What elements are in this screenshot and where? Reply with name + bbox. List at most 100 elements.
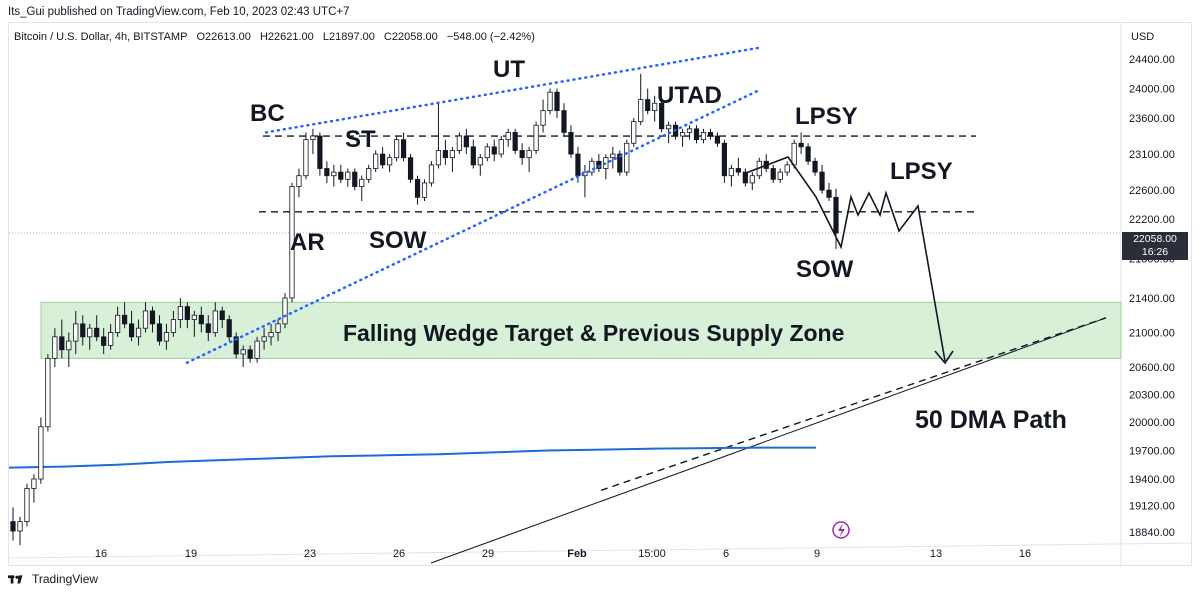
candle-body bbox=[749, 175, 755, 184]
candle-body bbox=[575, 153, 581, 177]
candle-body bbox=[66, 340, 72, 351]
current-price-label: 22058.00 16:26 bbox=[1122, 232, 1188, 260]
label-utad: UTAD bbox=[657, 82, 722, 109]
price-tick-label: 23600.00 bbox=[1129, 113, 1175, 125]
axis-currency: USD bbox=[1131, 31, 1154, 43]
price-tick-label: 19700.00 bbox=[1129, 446, 1175, 458]
candle-body bbox=[275, 323, 281, 333]
time-tick-label: 16 bbox=[1019, 548, 1031, 560]
candle-body bbox=[686, 128, 693, 133]
candle-body bbox=[735, 168, 741, 173]
candle-body bbox=[170, 319, 177, 333]
candle-body bbox=[819, 171, 825, 191]
time-tick-label: 23 bbox=[304, 548, 316, 560]
candle-body bbox=[519, 150, 525, 159]
candle-body bbox=[617, 153, 623, 173]
wedge-lower-line bbox=[185, 89, 760, 364]
ohlc-high: H22621.00 bbox=[259, 31, 314, 43]
candle-body bbox=[770, 168, 776, 180]
candle-body bbox=[115, 314, 121, 333]
candle-body bbox=[631, 121, 637, 144]
candle-body bbox=[352, 171, 358, 187]
candle-body bbox=[366, 168, 372, 180]
candle-body bbox=[345, 171, 351, 180]
lightning-icon bbox=[838, 523, 845, 538]
symbol-name[interactable]: Bitcoin / U.S. Dollar, 4h, BITSTAMP bbox=[14, 31, 188, 43]
moving-average-line bbox=[9, 446, 816, 469]
time-tick-label: 16 bbox=[95, 548, 107, 560]
candle-body bbox=[121, 314, 128, 325]
price-tick-label: 20600.00 bbox=[1129, 362, 1175, 374]
candle-body bbox=[491, 146, 497, 155]
candle-body bbox=[303, 139, 309, 177]
candle-body bbox=[645, 99, 651, 112]
candle-body bbox=[449, 150, 455, 159]
candle-body bbox=[554, 91, 560, 112]
time-tick-label: 26 bbox=[393, 548, 405, 560]
price-tick-label: 21400.00 bbox=[1129, 293, 1175, 305]
time-tick-label: 15:00 bbox=[638, 548, 666, 560]
candle-body bbox=[240, 349, 246, 355]
candle-body bbox=[310, 135, 316, 141]
candle-body bbox=[331, 171, 337, 177]
candle-body bbox=[512, 132, 518, 151]
candle-body bbox=[533, 124, 539, 151]
candle-body bbox=[721, 142, 728, 177]
candle-body bbox=[87, 327, 93, 338]
candle-body bbox=[547, 91, 553, 112]
label-st: ST bbox=[345, 126, 376, 153]
candle-body bbox=[387, 157, 393, 166]
candle-body bbox=[149, 310, 156, 325]
candle-body bbox=[219, 310, 225, 320]
candle-body bbox=[470, 146, 476, 166]
candle-body bbox=[400, 139, 407, 159]
candle-body bbox=[247, 349, 253, 359]
candle-body bbox=[833, 196, 839, 234]
candle-body bbox=[156, 323, 163, 342]
candle-body bbox=[289, 186, 295, 299]
price-tick-label: 20300.00 bbox=[1129, 390, 1175, 402]
price-tick-label: 24400.00 bbox=[1129, 54, 1175, 66]
candle-body bbox=[108, 332, 114, 346]
footer: TradingView bbox=[8, 572, 98, 586]
candle-body bbox=[526, 150, 532, 159]
candle-body bbox=[679, 132, 686, 137]
candle-body bbox=[540, 110, 546, 126]
candle-body bbox=[261, 336, 267, 342]
tradingview-logo-icon bbox=[8, 575, 23, 584]
time-axis-border bbox=[9, 542, 1193, 559]
dma-path-solid bbox=[430, 317, 1107, 564]
candle-body bbox=[52, 336, 58, 359]
candle-body bbox=[589, 160, 595, 173]
time-tick-label: 13 bbox=[930, 548, 942, 560]
candle-body bbox=[498, 139, 504, 155]
candle-body bbox=[205, 323, 211, 333]
candle-body bbox=[59, 336, 65, 351]
candle-body bbox=[791, 142, 797, 166]
projected-path bbox=[745, 156, 946, 362]
candle-body bbox=[652, 102, 658, 112]
label-lpsy-2: LPSY bbox=[890, 158, 953, 185]
candle-body bbox=[38, 426, 44, 480]
candle-body bbox=[784, 164, 790, 173]
candle-body bbox=[226, 319, 232, 338]
candle-body bbox=[463, 135, 469, 148]
time-tick-label: 6 bbox=[723, 548, 729, 560]
footer-brand: TradingView bbox=[32, 572, 99, 586]
candle-body bbox=[101, 336, 107, 346]
candle-body bbox=[394, 139, 400, 159]
candle-body bbox=[742, 171, 748, 184]
publish-line: Its_Gui published on TradingView.com, Fe… bbox=[8, 6, 350, 18]
candle-body bbox=[268, 332, 274, 338]
label-ar: AR bbox=[290, 229, 325, 256]
chart-canvas[interactable]: USD 24400.00 24000.00 23600.00 23100.00 22600… bbox=[9, 23, 1193, 567]
candle-body bbox=[407, 157, 414, 180]
candle-body bbox=[728, 168, 734, 177]
symbol-legend[interactable]: Bitcoin / U.S. Dollar, 4h, BITSTAMP O226… bbox=[14, 31, 541, 43]
candle-body bbox=[414, 178, 421, 198]
candle-body bbox=[142, 310, 149, 329]
chart-frame[interactable]: USD 24400.00 24000.00 23600.00 23100.00 22600… bbox=[8, 22, 1193, 567]
price-tick-label: 22600.00 bbox=[1129, 185, 1175, 197]
candle-body bbox=[338, 171, 344, 180]
price-tick-label: 19400.00 bbox=[1129, 474, 1175, 486]
